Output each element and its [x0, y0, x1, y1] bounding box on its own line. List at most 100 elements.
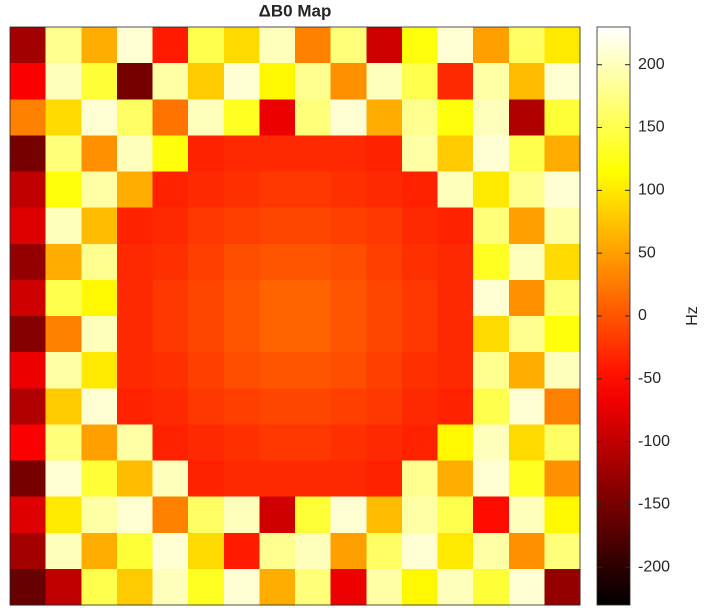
heatmap-cell — [259, 568, 296, 606]
heatmap-cell — [544, 279, 581, 317]
heatmap-cell — [544, 532, 581, 570]
colorbar-tick-label: 50 — [638, 244, 656, 261]
heatmap-cell — [259, 243, 296, 281]
heatmap-cell — [188, 496, 225, 534]
heatmap-cell — [152, 568, 189, 606]
heatmap-cell — [223, 496, 260, 534]
heatmap-cell — [45, 135, 82, 172]
heatmap-cell — [473, 135, 510, 172]
heatmap-cell — [401, 279, 438, 317]
heatmap-cell — [116, 99, 153, 136]
heatmap-cell — [437, 316, 474, 353]
heatmap-cell — [366, 279, 403, 317]
heatmap-cell — [473, 424, 510, 461]
heatmap-cell — [401, 171, 438, 209]
heatmap-cell — [401, 99, 438, 136]
heatmap-cell — [366, 496, 403, 534]
heatmap-cell — [223, 99, 260, 136]
heatmap-cell — [508, 568, 545, 606]
heatmap-cell — [116, 532, 153, 570]
heatmap-cell — [401, 460, 438, 498]
heatmap-cell — [401, 496, 438, 534]
heatmap-cell — [437, 99, 474, 136]
heatmap-cell — [544, 27, 581, 64]
heatmap-cell — [188, 352, 225, 389]
heatmap-cell — [366, 135, 403, 172]
heatmap-cell — [401, 207, 438, 245]
heatmap-cell — [330, 171, 367, 209]
heatmap-cell — [188, 243, 225, 281]
heatmap-cell — [152, 388, 189, 425]
heatmap-cell — [544, 243, 581, 281]
heatmap-cell — [401, 532, 438, 570]
heatmap-cell — [366, 27, 403, 64]
heatmap-cell — [81, 171, 118, 209]
heatmap-cell — [437, 388, 474, 425]
heatmap-cell — [330, 243, 367, 281]
heatmap-cell — [45, 171, 82, 209]
heatmap-cell — [544, 496, 581, 534]
heatmap-cell — [223, 135, 260, 172]
heatmap-cell — [223, 243, 260, 281]
heatmap-cell — [473, 352, 510, 389]
heatmap-cell — [10, 63, 47, 100]
heatmap-cell — [45, 532, 82, 570]
heatmap-cell — [330, 99, 367, 136]
heatmap-cell — [437, 207, 474, 245]
heatmap-cell — [45, 496, 82, 534]
heatmap-cell — [473, 27, 510, 64]
heatmap-cell — [10, 27, 47, 64]
heatmap-cell — [401, 568, 438, 606]
heatmap-cell — [152, 460, 189, 498]
heatmap-cell — [81, 460, 118, 498]
heatmap-cell — [259, 316, 296, 353]
heatmap-cell — [259, 460, 296, 498]
heatmap-cell — [295, 352, 332, 389]
heatmap-cell — [544, 424, 581, 461]
heatmap-cell — [152, 532, 189, 570]
heatmap-cell — [437, 27, 474, 64]
heatmap-cell — [330, 27, 367, 64]
heatmap-cell — [188, 568, 225, 606]
heatmap-cell — [116, 496, 153, 534]
heatmap-cell — [116, 460, 153, 498]
heatmap-cell — [10, 279, 47, 317]
heatmap-cell — [366, 171, 403, 209]
heatmap-cell — [437, 496, 474, 534]
heatmap-cell — [10, 424, 47, 461]
heatmap-cell — [116, 316, 153, 353]
heatmap-cell — [330, 568, 367, 606]
heatmap-cell — [45, 316, 82, 353]
heatmap-cell — [437, 171, 474, 209]
heatmap-cell — [116, 135, 153, 172]
heatmap-cell — [366, 207, 403, 245]
heatmap-cell — [116, 424, 153, 461]
heatmap-cell — [366, 352, 403, 389]
heatmap-cell — [45, 352, 82, 389]
heatmap-cell — [437, 568, 474, 606]
heatmap-cell — [295, 568, 332, 606]
heatmap-cell — [152, 207, 189, 245]
heatmap-cell — [508, 207, 545, 245]
heatmap-cell — [188, 388, 225, 425]
heatmap-cell — [295, 99, 332, 136]
heatmap-cell — [544, 207, 581, 245]
heatmap-cell — [188, 99, 225, 136]
heatmap-cell — [152, 496, 189, 534]
heatmap-cell — [473, 532, 510, 570]
heatmap-cell — [45, 568, 82, 606]
heatmap-cell — [81, 388, 118, 425]
colorbar-tick-label: 150 — [638, 119, 665, 136]
colorbar-tick-label: 0 — [638, 307, 647, 324]
colorbar-tick-label: 100 — [638, 182, 665, 199]
heatmap-cell — [508, 532, 545, 570]
heatmap-cell — [295, 63, 332, 100]
heatmap-cell — [473, 63, 510, 100]
heatmap-cell — [366, 99, 403, 136]
heatmap-cell — [295, 243, 332, 281]
heatmap-cell — [223, 568, 260, 606]
heatmap-cell — [508, 171, 545, 209]
heatmap-cell — [508, 243, 545, 281]
heatmap-cell — [330, 63, 367, 100]
heatmap-cell — [188, 27, 225, 64]
